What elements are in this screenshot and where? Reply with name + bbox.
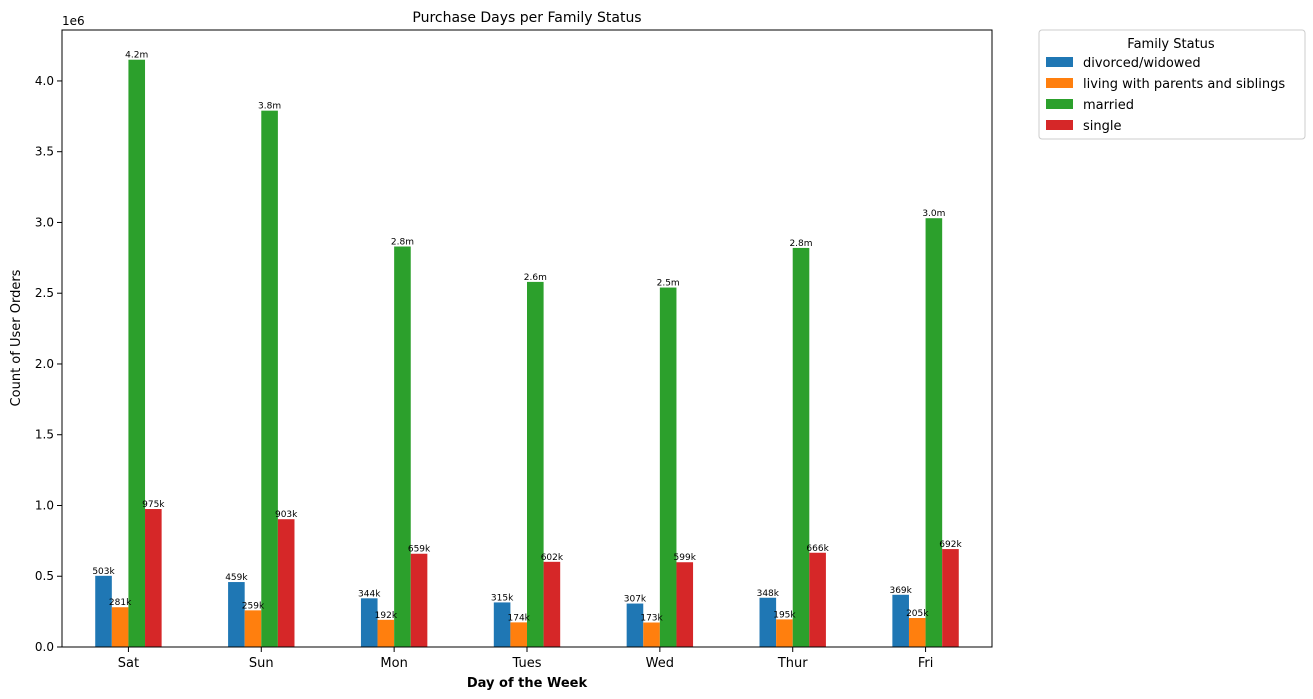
x-tick-label: Sun xyxy=(249,656,274,671)
bar-data-label: 659k xyxy=(408,545,431,555)
legend-label: divorced/widowed xyxy=(1083,56,1201,71)
bar-data-label: 503k xyxy=(92,567,115,577)
bar xyxy=(277,519,295,647)
bar-data-label: 2.6m xyxy=(524,273,547,283)
bar-data-label: 192k xyxy=(375,611,398,621)
legend-swatch xyxy=(1046,120,1073,130)
bar xyxy=(128,59,146,647)
x-tick-label: Mon xyxy=(380,656,407,671)
x-axis: Sat Sun Mon Tues Wed Thur Fri xyxy=(118,647,934,671)
legend-title: Family Status xyxy=(1127,37,1215,52)
bar-data-label: 4.2m xyxy=(125,51,148,61)
bar xyxy=(261,110,278,647)
bar xyxy=(643,622,660,647)
bar xyxy=(759,597,777,647)
bar-data-label: 2.5m xyxy=(657,279,680,289)
bar-data-label: 459k xyxy=(225,573,248,583)
bar-data-label: 348k xyxy=(757,589,780,599)
legend-frame xyxy=(1038,29,1306,140)
bar-data-label: 975k xyxy=(142,500,165,510)
bar xyxy=(410,553,428,647)
bar-data-label: 692k xyxy=(939,540,962,550)
x-tick-label: Sat xyxy=(118,656,139,671)
bar xyxy=(111,607,129,647)
bar xyxy=(377,619,395,647)
bar xyxy=(145,509,162,647)
data-labels-layer: 503k 281k 4.2m 975k 459k 259k 3.8m 903k 344k 192k… xyxy=(92,51,962,624)
legend-label: married xyxy=(1083,98,1134,113)
bar-data-label: 259k xyxy=(242,601,265,611)
bar-data-label: 315k xyxy=(491,593,514,603)
bar-data-label: 281k xyxy=(109,598,132,608)
bar xyxy=(942,549,959,647)
bar xyxy=(676,562,694,647)
bar-data-label: 205k xyxy=(906,609,929,619)
y-tick-label: 3.5 xyxy=(35,145,54,159)
y-tick-label: 3.0 xyxy=(35,215,54,229)
bar xyxy=(228,582,245,647)
y-tick-label: 2.5 xyxy=(35,286,54,300)
y-tick-label: 2.0 xyxy=(35,357,54,371)
bar xyxy=(244,610,262,647)
bar xyxy=(776,619,793,647)
y-tick-label: 4.0 xyxy=(35,74,54,88)
bar xyxy=(394,246,411,647)
bar xyxy=(892,594,909,647)
bar xyxy=(659,287,677,647)
bar-data-label: 599k xyxy=(674,553,697,563)
bar-data-label: 344k xyxy=(358,589,381,599)
chart-title: Purchase Days per Family Status xyxy=(412,10,641,26)
bar-data-label: 903k xyxy=(275,510,298,520)
plot-frame xyxy=(61,29,993,648)
bar xyxy=(493,602,511,647)
bar-data-label: 307k xyxy=(624,595,647,605)
x-tick-label: Wed xyxy=(646,656,674,671)
x-tick-label: Tues xyxy=(512,656,542,671)
bar xyxy=(626,603,644,647)
legend: Family Status divorced/widowed living wit… xyxy=(1038,29,1306,140)
bar-data-label: 602k xyxy=(541,553,564,563)
bar-data-label: 369k xyxy=(889,586,912,596)
legend-label: single xyxy=(1083,119,1122,134)
bar-data-label: 3.0m xyxy=(922,209,945,219)
bar-data-label: 195k xyxy=(773,610,796,620)
bar xyxy=(925,218,943,647)
bar xyxy=(809,552,826,647)
bar xyxy=(510,622,527,647)
legend-swatch xyxy=(1046,78,1073,88)
bar-data-label: 2.8m xyxy=(391,238,414,248)
x-tick-label: Thur xyxy=(777,656,808,671)
legend-swatch xyxy=(1046,99,1073,109)
y-tick-label: 0.5 xyxy=(35,569,54,583)
bar-data-label: 173k xyxy=(640,614,663,624)
bar xyxy=(543,561,561,647)
y-axis: 0.0 0.5 1.0 1.5 2.0 2.5 3.0 3.5 4.0 xyxy=(35,74,62,654)
bar-data-label: 174k xyxy=(508,613,531,623)
bar xyxy=(792,247,810,647)
bar xyxy=(527,281,544,647)
y-tick-label: 1.0 xyxy=(35,498,54,512)
bar-data-label: 3.8m xyxy=(258,102,281,112)
y-tick-label: 1.5 xyxy=(35,428,54,442)
bar-data-label: 2.8m xyxy=(789,239,812,249)
y-axis-label: Count of User Orders xyxy=(9,269,24,406)
legend-swatch xyxy=(1046,57,1073,67)
bar xyxy=(360,598,378,647)
x-tick-label: Fri xyxy=(918,656,934,671)
x-axis-label: Day of the Week xyxy=(467,676,588,691)
bar-data-label: 666k xyxy=(806,544,829,554)
bar xyxy=(908,617,926,647)
legend-label: living with parents and siblings xyxy=(1083,77,1285,92)
bars-layer xyxy=(95,59,959,647)
y-tick-label: 0.0 xyxy=(35,640,54,654)
y-offset-label: 1e6 xyxy=(62,14,85,28)
bar xyxy=(95,575,112,647)
